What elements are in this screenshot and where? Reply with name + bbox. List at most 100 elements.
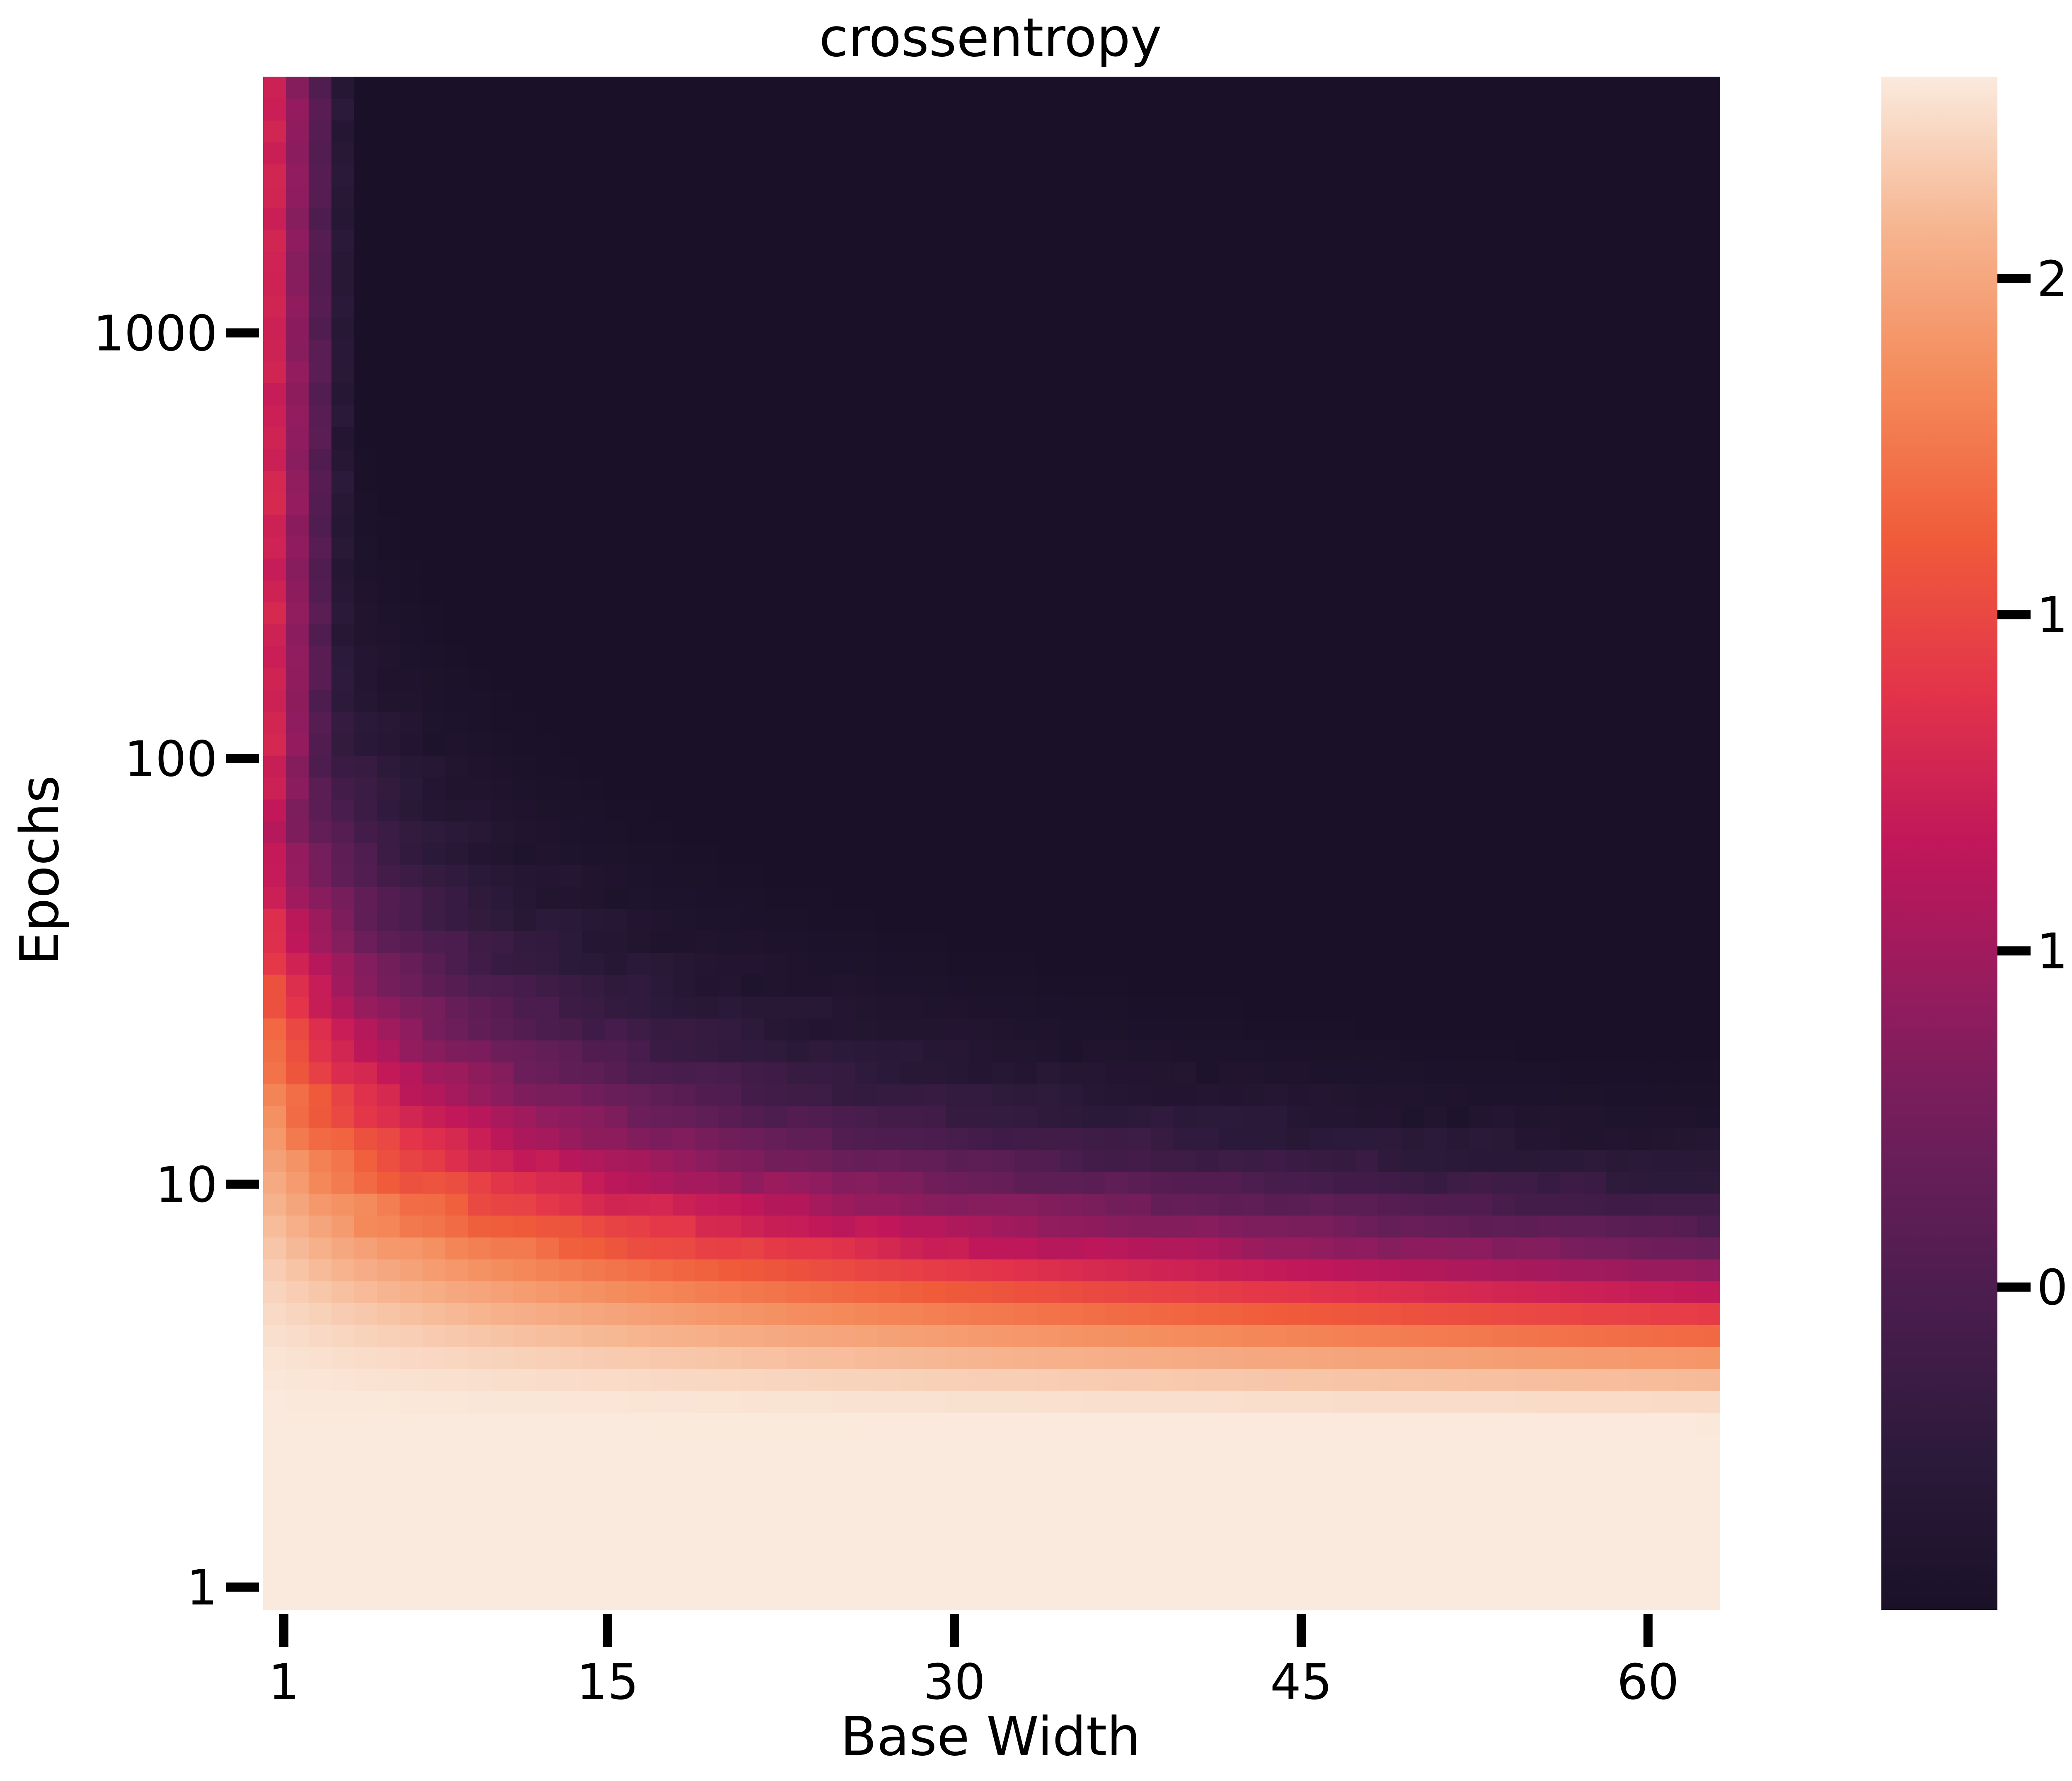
heatmap-cell [809,142,833,165]
heatmap-cell [331,580,355,603]
heatmap-cell [1629,1522,1652,1545]
heatmap-cell [1196,1522,1220,1545]
heatmap-cell [422,427,446,450]
heatmap-cell [1219,1544,1242,1567]
heatmap-cell [1310,843,1334,866]
heatmap-cell [581,821,605,844]
heatmap-cell [263,865,286,888]
heatmap-cell [468,471,491,494]
heatmap-cell [399,1588,423,1610]
heatmap-cell [1264,405,1288,428]
heatmap-cell [468,777,491,800]
heatmap-cell [832,646,855,668]
heatmap-cell [1014,733,1038,756]
heatmap-cell [286,821,309,844]
heatmap-cell [1242,558,1265,581]
heatmap-cell [1014,471,1038,494]
heatmap-cell [1014,953,1038,975]
heatmap-cell [1060,208,1083,230]
heatmap-cell [1219,361,1242,384]
heatmap-cell [1333,1457,1356,1479]
heatmap-cell [900,98,924,121]
heatmap-cell [1515,931,1538,953]
heatmap-cell [627,1193,651,1216]
heatmap-cell [468,98,491,121]
heatmap-cell [673,120,696,143]
heatmap-cell [1560,1457,1584,1479]
heatmap-cell [263,668,286,690]
heatmap-cell [695,1237,719,1260]
heatmap-cell [1674,690,1697,712]
heatmap-cell [1242,1062,1265,1085]
heatmap-cell [1560,1369,1584,1391]
heatmap-cell [1401,1522,1424,1545]
heatmap-cell [854,120,878,143]
heatmap-cell [1401,1478,1424,1501]
heatmap-cell [1173,1369,1197,1391]
heatmap-cell [1128,1325,1151,1348]
heatmap-cell [1674,339,1697,362]
heatmap-cell [536,427,559,450]
x-tick-label: 15 [576,1653,639,1711]
heatmap-cell [1446,383,1470,406]
heatmap-cell [1060,997,1083,1019]
heatmap-cell [286,865,309,888]
heatmap-cell [1242,1215,1265,1238]
heatmap-cell [1378,1193,1402,1216]
heatmap-cell [308,208,332,230]
heatmap-cell [695,1566,719,1588]
heatmap-cell [923,120,946,143]
heatmap-cell [1060,77,1083,99]
x-tick-label: 30 [923,1653,985,1711]
heatmap-cell [1378,1369,1402,1391]
heatmap-cell [809,602,833,625]
heatmap-cell [832,1193,855,1216]
heatmap-cell [832,1457,855,1479]
heatmap-cell [1105,1062,1128,1085]
heatmap-cell [399,1369,423,1391]
heatmap-cell [422,975,446,997]
heatmap-cell [673,230,696,252]
heatmap-cell [1537,1435,1561,1457]
heatmap-cell [1287,1391,1311,1413]
heatmap-cell [627,580,651,603]
heatmap-cell [1674,1325,1697,1348]
heatmap-cell [1560,1391,1584,1413]
heatmap-cell [422,1303,446,1326]
heatmap-cell [286,1435,309,1457]
heatmap-cell [741,1325,765,1348]
heatmap-cell [1674,1369,1697,1391]
heatmap-cell [1697,558,1720,581]
heatmap-cell [650,1347,673,1370]
heatmap-cell [1037,142,1060,165]
heatmap-cell [1515,1084,1538,1107]
heatmap-cell [1082,77,1106,99]
heatmap-cell [491,405,514,428]
heatmap-cell [1492,1391,1515,1413]
heatmap-cell [1606,1128,1629,1150]
heatmap-cell [1264,1566,1288,1588]
heatmap-cell [1629,449,1652,472]
heatmap-cell [581,1413,605,1435]
heatmap-cell [1037,186,1060,208]
heatmap-cell [491,1457,514,1479]
heatmap-cell [1492,1128,1515,1150]
heatmap-cell [673,471,696,494]
heatmap-cell [718,843,742,866]
heatmap-cell [650,733,673,756]
heatmap-cell [991,1391,1015,1413]
heatmap-cell [764,1478,787,1501]
heatmap-cell [1560,98,1584,121]
heatmap-cell [1697,427,1720,450]
heatmap-cell [1651,493,1675,515]
heatmap-cell [331,997,355,1019]
heatmap-cell [399,142,423,165]
heatmap-cell [331,164,355,187]
heatmap-cell [581,142,605,165]
heatmap-cell [1629,493,1652,515]
heatmap-cell [1173,449,1197,472]
heatmap-cell [1537,1215,1561,1238]
heatmap-cell [559,273,582,296]
heatmap-cell [331,1522,355,1545]
heatmap-cell [1219,383,1242,406]
